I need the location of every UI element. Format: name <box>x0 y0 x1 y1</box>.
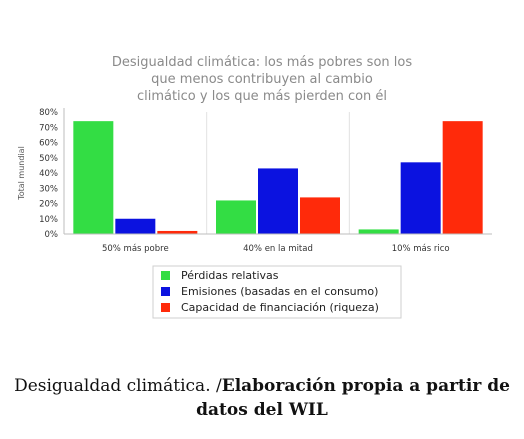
caption-source: Elaboración propia a partir de datos del… <box>196 376 510 420</box>
chart-svg: Desigualdad climática: los más pobres so… <box>17 55 492 319</box>
y-axis: 0% 10% 20% 30% 40% 50% 60% 70% 80% Total mundial <box>17 108 65 240</box>
x-tick-label: 50% más pobre <box>102 244 169 254</box>
legend-swatch <box>161 303 170 312</box>
x-tick-label: 40% en la mitad <box>243 244 313 254</box>
bar <box>73 121 114 234</box>
bar <box>216 200 256 234</box>
y-tick-label: 70% <box>39 123 58 133</box>
y-tick-label: 10% <box>39 215 58 225</box>
bar <box>400 162 441 234</box>
bar <box>300 197 340 234</box>
y-tick-label: 80% <box>39 108 58 118</box>
bar <box>442 121 483 234</box>
legend-box <box>152 265 402 319</box>
chart-title-line: climático y los que más pierden con él <box>137 89 387 104</box>
legend-swatch <box>161 287 170 296</box>
y-tick-label: 40% <box>39 169 58 179</box>
legend-label: Capacidad de financiación (riqueza) <box>181 301 379 314</box>
y-tick-label: 50% <box>39 154 58 164</box>
chart-title-line: Desigualdad climática: los más pobres so… <box>112 55 412 70</box>
legend-label: Emisiones (basadas en el consumo) <box>181 285 378 298</box>
y-axis-title: Total mundial <box>17 146 26 201</box>
figure-caption: Desigualdad climática. /Elaboración prop… <box>0 374 524 422</box>
chart-title: Desigualdad climática: los más pobres so… <box>112 55 412 104</box>
chart-grid <box>206 112 350 234</box>
chart-legend: Pérdidas relativas Emisiones (basadas en … <box>152 265 402 319</box>
bar <box>258 168 298 234</box>
legend-swatch <box>161 271 170 280</box>
x-tick-label: 10% más rico <box>392 244 450 254</box>
legend-label: Pérdidas relativas <box>181 269 279 282</box>
bar <box>115 218 156 234</box>
chart-title-line: que menos contribuyen al cambio <box>151 72 373 87</box>
bar <box>157 230 198 234</box>
y-tick-label: 30% <box>39 184 58 194</box>
chart-bars <box>73 121 483 234</box>
bar <box>358 229 399 234</box>
caption-text: Desigualdad climática. / <box>14 376 222 396</box>
y-tick-label: 0% <box>45 230 59 240</box>
y-tick-label: 60% <box>39 139 58 149</box>
y-tick-label: 20% <box>39 200 58 210</box>
x-axis: 50% más pobre 40% en la mitad 10% más rico <box>64 233 492 254</box>
